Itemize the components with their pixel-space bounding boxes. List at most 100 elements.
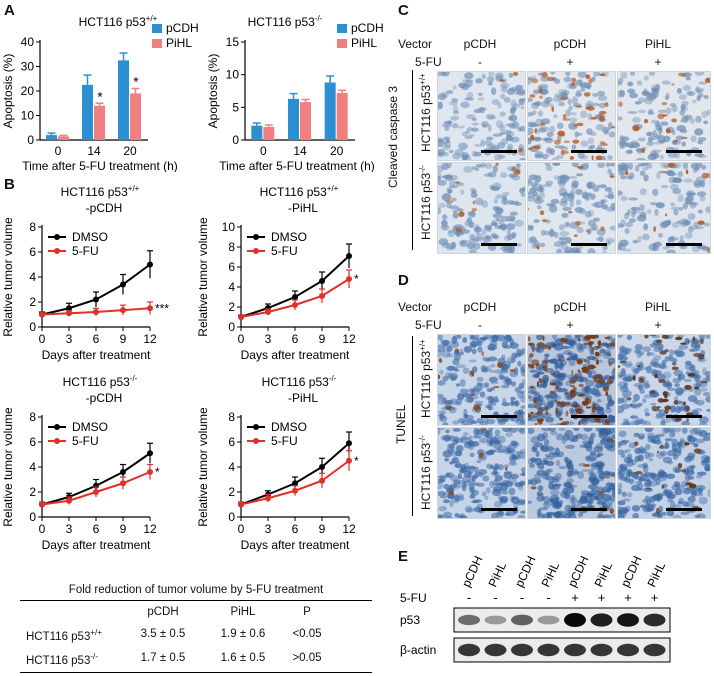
cell-nucleus xyxy=(456,335,462,339)
cell-nucleus xyxy=(444,126,450,132)
cell-nucleus xyxy=(485,404,491,409)
cell-nucleus xyxy=(508,72,514,78)
cell-nucleus xyxy=(660,419,666,425)
cell-nucleus xyxy=(656,172,661,180)
positive-stain xyxy=(559,401,567,408)
cell-nucleus xyxy=(541,153,549,160)
data-point xyxy=(93,309,99,315)
cell-nucleus xyxy=(545,455,555,460)
cell-nucleus xyxy=(629,92,638,99)
legend-marker xyxy=(54,248,60,254)
cell-nucleus xyxy=(587,112,593,121)
blot-band xyxy=(458,614,480,626)
positive-stain xyxy=(585,106,591,110)
cell-nucleus xyxy=(649,150,657,158)
positive-stain xyxy=(606,379,613,385)
cell-nucleus xyxy=(586,456,596,463)
y-tick-label: 0 xyxy=(228,510,235,524)
cell-nucleus xyxy=(642,465,649,473)
cell-nucleus xyxy=(660,185,669,189)
positive-stain xyxy=(498,79,506,82)
data-point xyxy=(39,311,45,318)
cell-nucleus xyxy=(697,90,703,98)
cell-nucleus xyxy=(568,358,576,367)
significance-marker: * xyxy=(97,88,103,104)
cell-nucleus xyxy=(495,474,503,482)
table-row-label: HCT116 p53+/+ xyxy=(26,628,102,643)
cell-nucleus xyxy=(633,432,640,438)
cell-nucleus xyxy=(438,238,449,246)
positive-stain xyxy=(697,220,705,225)
cell-nucleus xyxy=(539,191,545,199)
cell-nucleus xyxy=(684,360,692,366)
cell-nucleus xyxy=(634,455,641,463)
cell-nucleus xyxy=(556,122,564,130)
cell-nucleus xyxy=(448,484,454,493)
cell-nucleus xyxy=(555,513,565,518)
positive-stain xyxy=(560,149,566,156)
cell-nucleus xyxy=(643,407,649,414)
cell-nucleus xyxy=(667,387,676,391)
cell-nucleus xyxy=(466,91,474,99)
x-tick-label: 6 xyxy=(292,332,299,346)
positive-stain xyxy=(692,336,696,342)
cell-nucleus xyxy=(569,117,578,123)
cell-nucleus xyxy=(448,149,454,154)
cell-nucleus xyxy=(656,496,661,502)
cell-nucleus xyxy=(664,489,673,495)
table-cell-pcdh: 1.7 ± 0.5 xyxy=(140,652,186,664)
cell-nucleus xyxy=(494,395,499,403)
cell-nucleus xyxy=(692,99,697,104)
cell-nucleus xyxy=(678,94,687,100)
cell-nucleus xyxy=(611,434,615,439)
cell-nucleus xyxy=(475,78,483,84)
cell-nucleus xyxy=(618,223,624,228)
positive-stain xyxy=(454,348,460,353)
cell-nucleus xyxy=(545,96,553,103)
y-tick-label: 2 xyxy=(29,295,36,309)
cell-nucleus xyxy=(510,381,517,387)
cell-nucleus xyxy=(576,499,583,507)
cell-nucleus xyxy=(438,139,444,148)
cell-nucleus xyxy=(625,363,634,367)
cell-nucleus xyxy=(677,440,687,449)
cell-nucleus xyxy=(637,402,643,407)
cell-nucleus xyxy=(473,226,482,233)
cell-nucleus xyxy=(598,428,609,436)
positive-stain xyxy=(653,226,657,232)
cell-nucleus xyxy=(598,236,604,243)
positive-stain xyxy=(528,147,534,150)
cell-nucleus xyxy=(666,249,676,253)
cell-nucleus xyxy=(488,376,498,383)
positive-stain xyxy=(528,342,535,346)
panel-label-c: C xyxy=(398,2,409,19)
bar-pihl xyxy=(130,93,141,140)
positive-stain xyxy=(564,392,569,395)
cell-nucleus xyxy=(499,483,509,492)
positive-stain xyxy=(585,406,592,409)
panel-c-col-fu: + xyxy=(566,55,574,69)
positive-stain xyxy=(655,507,660,514)
cell-nucleus xyxy=(471,122,479,126)
cell-nucleus xyxy=(516,88,525,96)
cell-nucleus xyxy=(677,441,682,448)
x-tick-label: 9 xyxy=(120,332,127,346)
cell-nucleus xyxy=(519,390,525,395)
cell-nucleus xyxy=(490,232,497,238)
cell-nucleus xyxy=(694,72,705,76)
cell-nucleus xyxy=(643,174,649,182)
cell-nucleus xyxy=(550,148,555,156)
cell-nucleus xyxy=(647,507,654,512)
blot-band xyxy=(617,613,639,627)
cell-nucleus xyxy=(695,85,700,93)
cell-nucleus xyxy=(479,421,489,425)
cell-nucleus xyxy=(620,195,628,201)
cell-nucleus xyxy=(679,234,684,242)
cell-nucleus xyxy=(679,438,685,442)
positive-stain xyxy=(455,227,462,233)
cell-nucleus xyxy=(490,145,496,150)
bar-pcdh xyxy=(324,82,336,140)
cell-nucleus xyxy=(450,115,460,121)
